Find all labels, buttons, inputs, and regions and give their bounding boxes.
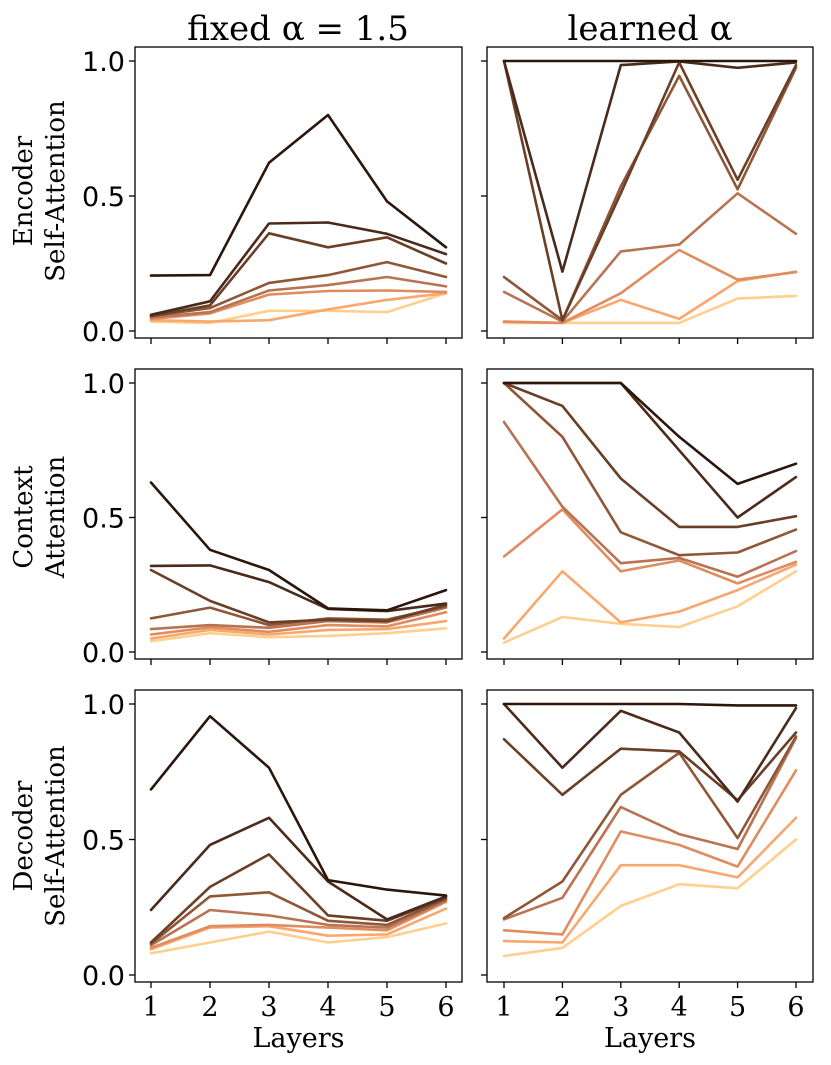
series-line-7	[502, 816, 798, 944]
series-line-1	[502, 702, 798, 707]
series-line-2	[502, 59, 798, 273]
series-line-8	[149, 626, 448, 643]
series-line-3	[502, 59, 798, 322]
series-line-6	[502, 508, 798, 585]
y-tick-label: 0.0	[82, 317, 125, 348]
row-label-decoder-line2: Self-Attention	[41, 745, 71, 927]
x-tick-label: 6	[437, 992, 454, 1023]
x-tick-label: 4	[671, 992, 688, 1023]
series-line-6	[149, 900, 448, 950]
panel-decoder-fixed: 0.0 0.5 1.0 1 2 3 4 5 6 Layers	[82, 689, 463, 1054]
column-title-learned: learned α	[567, 9, 732, 49]
x-tick-label: 5	[378, 992, 395, 1023]
panel-encoder-learned	[481, 46, 814, 344]
x-tick-label: 1	[142, 992, 159, 1023]
series-line-6	[149, 610, 448, 636]
axes-frame	[134, 368, 463, 660]
column-title-fixed: fixed α = 1.5	[187, 9, 409, 49]
series-line-7	[502, 563, 798, 640]
row-label-context-line2: Attention	[41, 455, 71, 579]
x-tick-label: 3	[612, 992, 629, 1023]
series-line-2	[502, 381, 798, 519]
y-tick-label: 0.0	[82, 638, 125, 669]
series-line-7	[149, 907, 448, 951]
axes-frame	[134, 46, 463, 339]
series-line-2	[149, 564, 448, 613]
axes-frame	[486, 368, 814, 660]
y-tick-label: 1.0	[82, 47, 125, 78]
series-line-8	[149, 291, 448, 325]
row-label-decoder: Decoder Self-Attention	[9, 745, 71, 927]
series-line-3	[149, 568, 448, 624]
row-label-encoder-line2: Self-Attention	[41, 100, 71, 282]
x-axis-label: Layers	[604, 1023, 696, 1054]
series-line-1	[149, 113, 448, 277]
panel-context-learned	[481, 368, 814, 665]
row-label-context-line1: Context	[9, 465, 39, 569]
series-line-4	[502, 381, 798, 557]
series-line-7	[149, 619, 448, 640]
series-line-8	[502, 569, 798, 644]
row-label-encoder: Encoder Self-Attention	[9, 100, 71, 282]
series-line-3	[149, 853, 448, 944]
panel-encoder-fixed: 0.0 0.5 1.0	[82, 46, 463, 348]
series-line-5	[149, 275, 448, 319]
series-line-4	[502, 735, 798, 920]
x-tick-label: 2	[201, 992, 218, 1023]
x-axis-label: Layers	[252, 1023, 344, 1054]
panel-decoder-learned: 1 2 3 4 5 6 Layers	[481, 689, 814, 1054]
x-tick-label: 5	[729, 992, 746, 1023]
series-line-6	[502, 248, 798, 325]
series-line-1	[502, 381, 798, 486]
x-tick-label: 4	[319, 992, 336, 1023]
row-label-context: Context Attention	[9, 455, 71, 579]
series-line-3	[502, 381, 798, 529]
series-line-3	[149, 232, 448, 318]
series-line-4	[149, 260, 448, 318]
series-line-2	[149, 221, 448, 317]
series-line-4	[502, 66, 798, 322]
series-line-5	[149, 899, 448, 947]
series-line-2	[149, 816, 448, 921]
x-tick-label: 2	[554, 992, 571, 1023]
series-line-8	[149, 922, 448, 955]
series-line-5	[149, 606, 448, 631]
x-tick-label: 3	[260, 992, 277, 1023]
series-line-4	[149, 890, 448, 946]
axes-frame	[486, 689, 814, 983]
y-tick-label: 1.0	[82, 690, 125, 721]
x-tick-label: 6	[787, 992, 804, 1023]
series-line-6	[502, 769, 798, 936]
x-tick-label: 1	[495, 992, 512, 1023]
series-line-1	[149, 481, 448, 612]
series-line-5	[502, 192, 798, 323]
series-line-3	[502, 731, 798, 802]
series-line-5	[502, 420, 798, 579]
y-tick-label: 0.5	[82, 826, 125, 857]
series-line-2	[502, 702, 798, 803]
series-line-5	[502, 736, 798, 921]
y-tick-label: 1.0	[82, 369, 125, 400]
series-line-7	[149, 291, 448, 323]
y-tick-label: 0.0	[82, 961, 125, 992]
series-line-6	[149, 289, 448, 321]
row-label-decoder-line1: Decoder	[9, 780, 39, 891]
series-line-1	[149, 714, 448, 897]
series-line-8	[502, 838, 798, 958]
row-label-encoder-line1: Encoder	[9, 135, 39, 246]
y-tick-label: 0.5	[82, 182, 125, 213]
axes-frame	[134, 689, 463, 983]
panel-context-fixed: 0.0 0.5 1.0	[82, 368, 463, 669]
y-tick-label: 0.5	[82, 504, 125, 535]
axes-frame	[486, 46, 814, 339]
